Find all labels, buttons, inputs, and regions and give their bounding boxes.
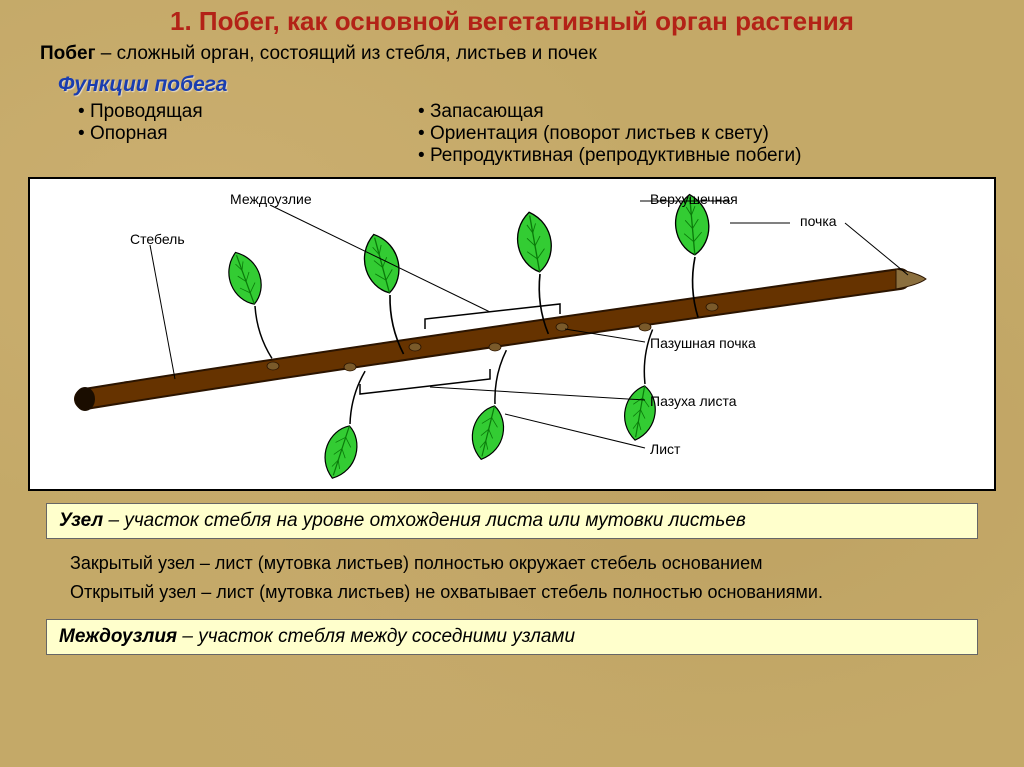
definition-term: Побег xyxy=(40,43,95,64)
shoot-diagram: Междоузлие Стебель Верхушечная почка Паз… xyxy=(28,177,996,491)
label-leaf: Лист xyxy=(650,441,680,457)
page-title: 1. Побег, как основной вегетативный орга… xyxy=(0,0,1024,37)
functions-left-col: Проводящая Опорная xyxy=(48,101,408,167)
uzel-body: – участок стебля на уровне отхождения ли… xyxy=(103,510,746,531)
sub-definitions: Закрытый узел – лист (мутовка листьев) п… xyxy=(70,549,974,607)
sub-def-open: Открытый узел – лист (мутовка листьев) н… xyxy=(70,578,974,607)
definition-text: Побег – сложный орган, состоящий из стеб… xyxy=(40,43,1024,65)
label-stem: Стебель xyxy=(130,231,185,247)
diagram-svg xyxy=(30,179,996,489)
label-apical-bud-1: Верхушечная xyxy=(650,191,738,207)
function-item: Проводящая xyxy=(48,101,408,123)
function-item: Репродуктивная (репродуктивные побеги) xyxy=(408,145,801,167)
functions-heading: Функции побега xyxy=(58,73,1024,97)
label-leaf-axil: Пазуха листа xyxy=(650,393,737,409)
label-apical-bud-2: почка xyxy=(800,213,837,229)
functions-columns: Проводящая Опорная Запасающая Ориентация… xyxy=(0,101,1024,167)
function-item: Ориентация (поворот листьев к свету) xyxy=(408,123,801,145)
function-item: Запасающая xyxy=(408,101,801,123)
label-internode: Междоузлие xyxy=(230,191,312,207)
definition-body: – сложный орган, состоящий из стебля, ли… xyxy=(95,43,596,64)
definition-box-mezhdouzlie: Междоузлия – участок стебля между соседн… xyxy=(46,619,978,655)
label-axillary-bud: Пазушная почка xyxy=(650,335,756,351)
mezh-body: – участок стебля между соседними узлами xyxy=(177,626,575,647)
definition-box-uzel: Узел – участок стебля на уровне отхожден… xyxy=(46,503,978,539)
functions-right-col: Запасающая Ориентация (поворот листьев к… xyxy=(408,101,801,167)
mezh-term: Междоузлия xyxy=(59,626,177,647)
sub-def-closed: Закрытый узел – лист (мутовка листьев) п… xyxy=(70,549,974,578)
function-item: Опорная xyxy=(48,123,408,145)
uzel-term: Узел xyxy=(59,510,103,531)
